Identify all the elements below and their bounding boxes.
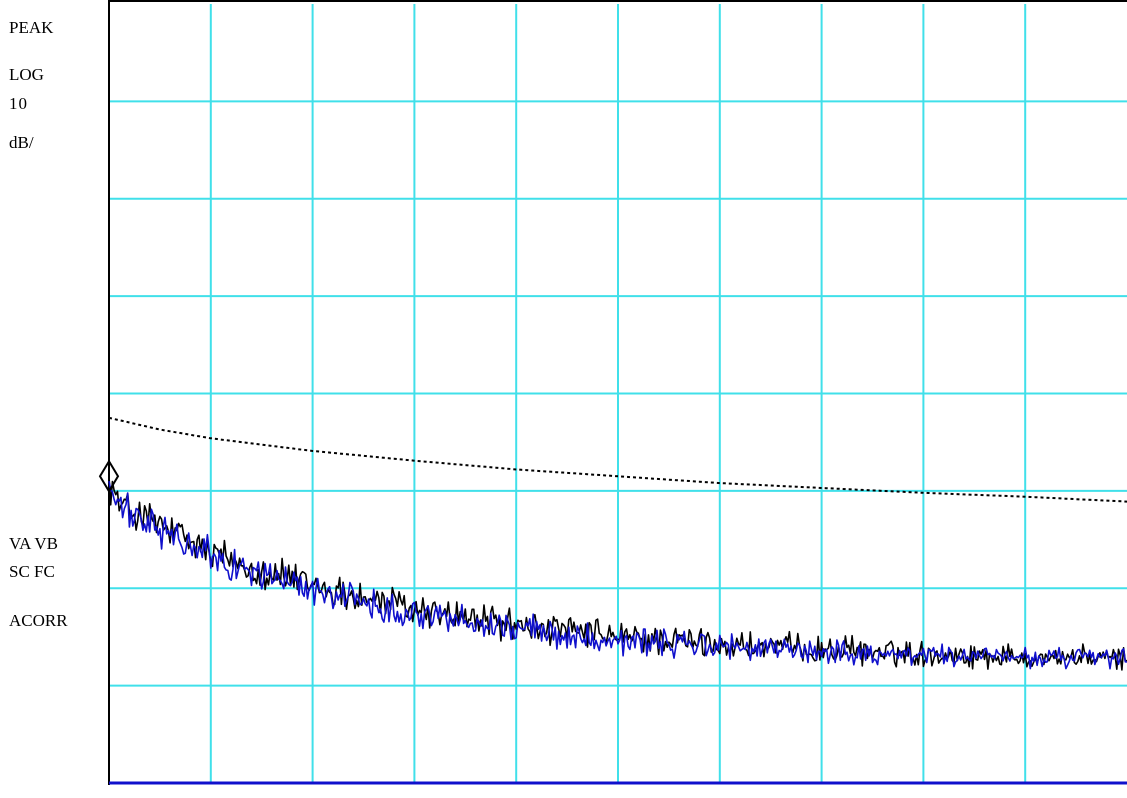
grid: [109, 4, 1127, 783]
amplitude-correction-status: ACORR: [9, 611, 68, 630]
scale-per-div-unit: dB/: [9, 133, 34, 152]
limit-line: [108, 416, 1127, 503]
limit-line-path: [108, 416, 1127, 503]
traces: [108, 476, 1127, 671]
scale-type-label: LOG: [9, 65, 44, 84]
trace-line: [108, 480, 1127, 670]
correction-status: SC FC: [9, 562, 55, 581]
plot-frame: [108, 0, 1127, 785]
detector-mode-label: PEAK: [9, 18, 54, 37]
scale-per-div-value: 10: [9, 94, 28, 113]
video-average-status: VA VB: [9, 534, 58, 553]
marker-diamond-icon: [98, 459, 120, 494]
markers: [98, 459, 120, 494]
